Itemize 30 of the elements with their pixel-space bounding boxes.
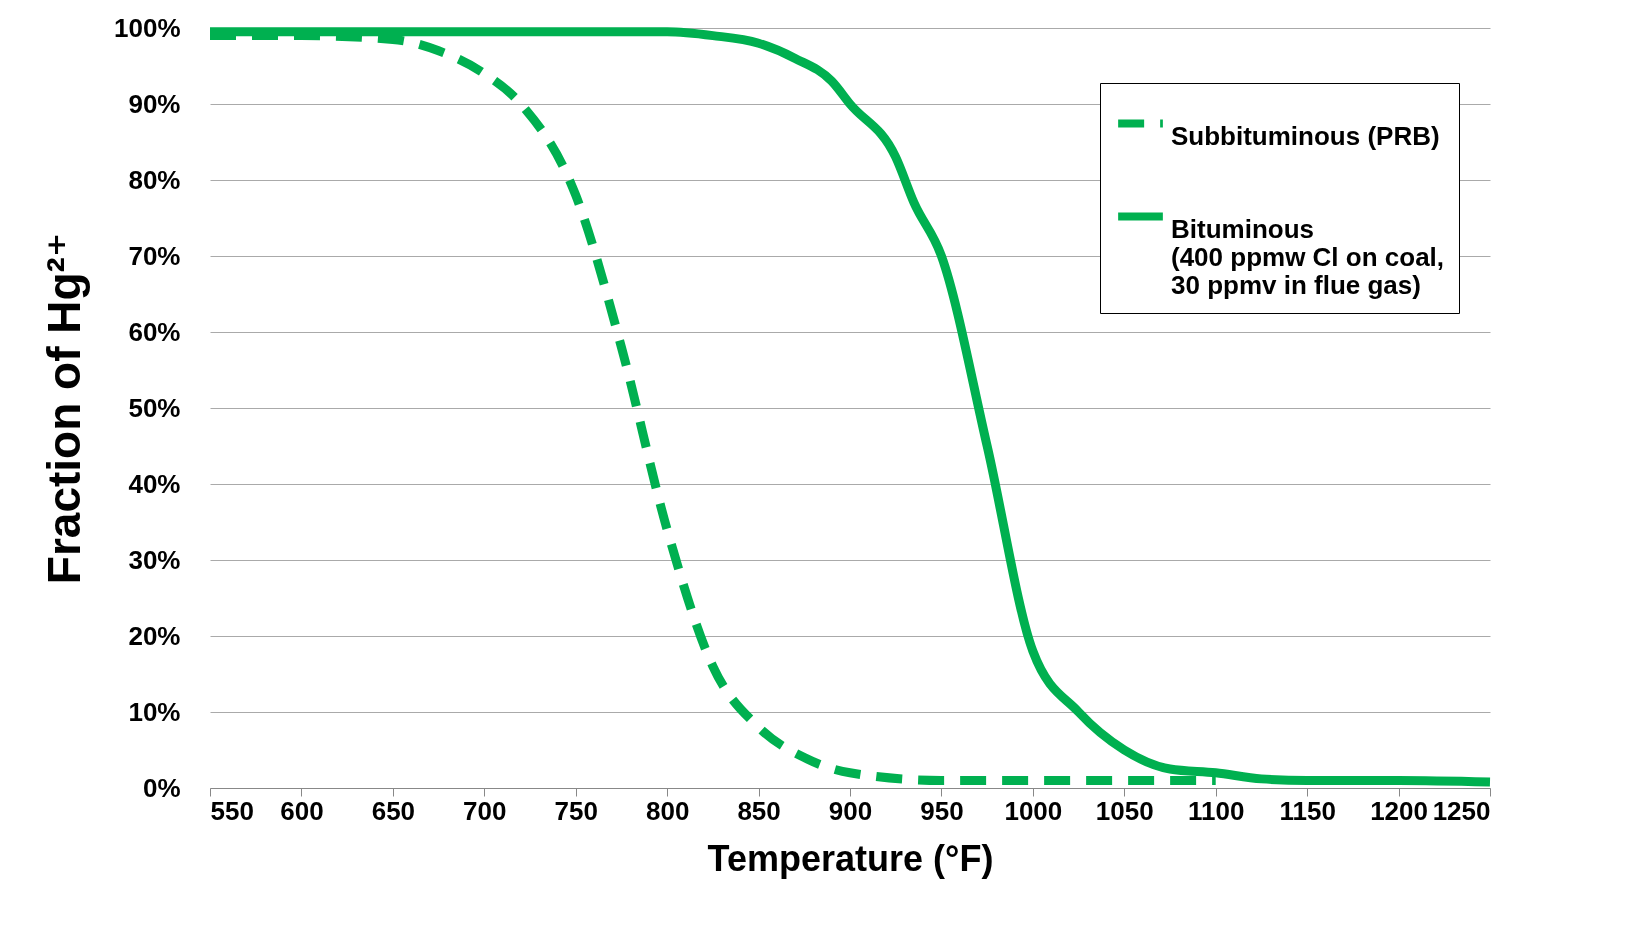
y-tick-label: 100%	[114, 12, 181, 43]
legend-label: Subbituminous (PRB)	[1171, 120, 1440, 151]
y-tick-label: 50%	[128, 392, 181, 423]
x-tick-label: 950	[920, 795, 964, 826]
y-tick-label: 10%	[128, 696, 181, 727]
x-tick-label: 550	[210, 795, 254, 826]
legend-label: Bituminous (400 ppmw Cl on coal, 30 ppmv in flue gas)	[1171, 213, 1445, 300]
x-axis-title: Temperature (°F)	[707, 837, 994, 879]
x-tick-label: 700	[463, 795, 507, 826]
x-tick-label: 1250	[1432, 795, 1491, 826]
x-tick-label: 900	[828, 795, 873, 826]
y-tick-label: 70%	[128, 240, 181, 271]
y-axis-title: Fraction of Hg²⁺	[38, 232, 90, 585]
y-tick-label: 90%	[128, 88, 181, 119]
x-tick-label: 1150	[1279, 795, 1336, 826]
x-tick-label: 850	[737, 795, 781, 826]
y-tick-label: 80%	[128, 164, 181, 195]
x-tick-label: 750	[554, 795, 598, 826]
x-tick-label: 1200	[1370, 795, 1428, 826]
y-tick-label: 30%	[128, 544, 181, 575]
y-tick-label: 0%	[142, 772, 181, 803]
y-tick-label: 40%	[128, 468, 181, 499]
y-tick-label: 60%	[128, 316, 181, 347]
y-tick-label: 20%	[128, 620, 181, 651]
x-tick-label: 650	[371, 795, 416, 826]
x-tick-label: 1100	[1188, 795, 1245, 826]
x-tick-label: 1000	[1004, 795, 1063, 826]
x-tick-label: 600	[280, 795, 324, 826]
x-tick-label: 800	[645, 795, 690, 826]
x-tick-label: 1050	[1095, 795, 1154, 826]
